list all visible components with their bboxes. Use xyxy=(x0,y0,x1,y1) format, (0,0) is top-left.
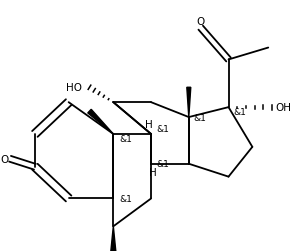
Text: O: O xyxy=(197,17,205,27)
Text: &1: &1 xyxy=(156,160,169,169)
Text: O: O xyxy=(1,154,9,164)
Text: HO: HO xyxy=(65,83,82,93)
Text: &1: &1 xyxy=(234,107,246,116)
Text: OH: OH xyxy=(275,103,291,113)
Polygon shape xyxy=(88,110,113,134)
Text: &1: &1 xyxy=(156,125,169,134)
Polygon shape xyxy=(187,88,191,118)
Text: H: H xyxy=(149,167,157,177)
Polygon shape xyxy=(111,226,116,251)
Text: &1: &1 xyxy=(194,113,207,122)
Text: &1: &1 xyxy=(119,135,132,144)
Text: &1: &1 xyxy=(119,194,132,203)
Text: H: H xyxy=(145,119,153,130)
